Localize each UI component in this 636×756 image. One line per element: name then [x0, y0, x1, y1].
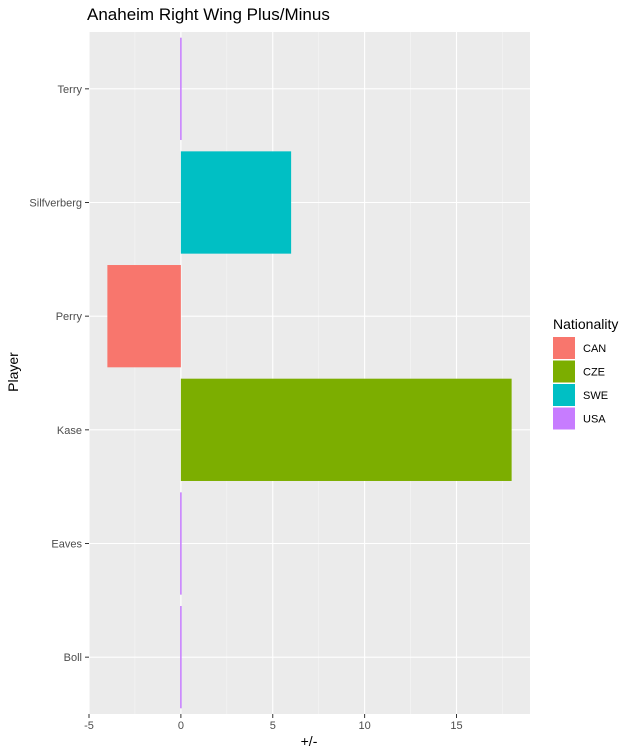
- legend-title: Nationality: [553, 316, 618, 332]
- legend: Nationality CAN CZE SWE USA: [553, 316, 618, 430]
- legend-label-can: CAN: [583, 343, 606, 355]
- legend-swatch-usa: [553, 407, 575, 430]
- x-axis: -5 0 5 10 15: [84, 714, 463, 732]
- bar-kase: [180, 378, 512, 481]
- legend-label-swe: SWE: [583, 390, 608, 402]
- legend-swatch-swe: [553, 384, 575, 406]
- bar-silfverberg: [180, 151, 292, 254]
- legend-swatch-can: [553, 337, 575, 359]
- x-tick-label: 5: [270, 720, 276, 732]
- x-tick-label: 15: [450, 720, 462, 732]
- bar-eaves: [180, 492, 182, 595]
- x-tick-label: 10: [359, 720, 371, 732]
- legend-swatch-cze: [553, 360, 575, 383]
- x-axis-title: +/-: [301, 733, 318, 749]
- bars: [107, 37, 512, 709]
- bar-perry: [107, 265, 181, 368]
- chart-title: Anaheim Right Wing Plus/Minus: [87, 5, 330, 24]
- y-axis-title: Player: [5, 352, 21, 392]
- y-tick-label: Silfverberg: [29, 198, 82, 210]
- y-tick-label: Eaves: [51, 539, 82, 551]
- y-tick-label: Perry: [56, 311, 83, 323]
- minor-gridlines: [134, 32, 503, 714]
- y-axis: Boll Eaves Kase Perry Silfverberg Terry: [29, 84, 89, 664]
- y-tick-label: Kase: [57, 425, 82, 437]
- bar-boll: [180, 606, 182, 709]
- x-tick-label: 0: [178, 720, 184, 732]
- x-tick-label: -5: [84, 720, 94, 732]
- plot-panel: [89, 32, 530, 714]
- y-tick-label: Boll: [64, 652, 82, 664]
- legend-label-cze: CZE: [583, 367, 605, 379]
- bar-terry: [180, 37, 182, 140]
- y-tick-label: Terry: [58, 84, 83, 96]
- legend-label-usa: USA: [583, 414, 606, 426]
